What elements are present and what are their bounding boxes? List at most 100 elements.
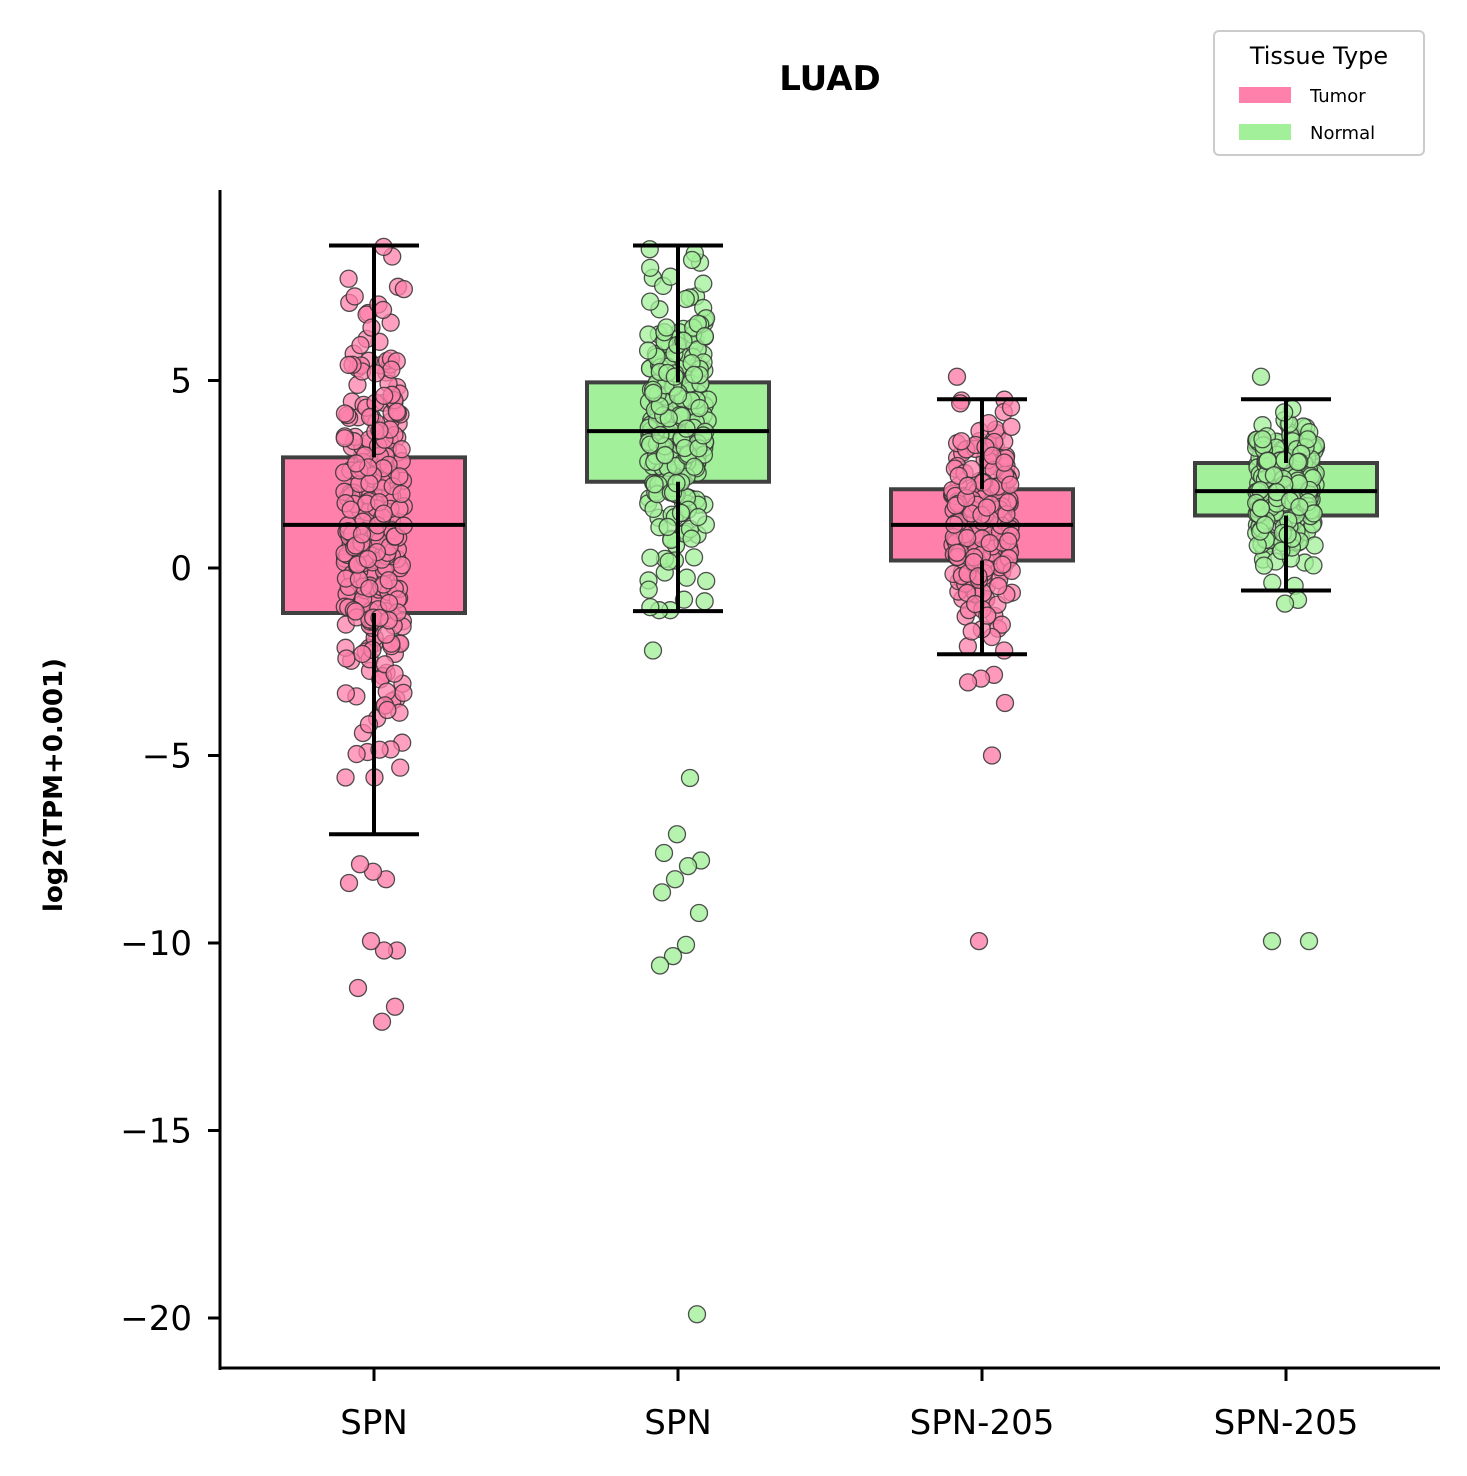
outlier-point — [995, 693, 1015, 713]
data-point — [385, 664, 404, 683]
points-2 — [942, 367, 1022, 951]
data-point — [1001, 398, 1021, 417]
points-3 — [1246, 367, 1326, 951]
data-point — [644, 383, 663, 403]
data-point — [1254, 556, 1274, 575]
data-point — [375, 386, 394, 406]
data-point — [668, 386, 688, 405]
outlier-point — [350, 855, 370, 874]
data-point — [659, 409, 678, 428]
data-point — [665, 367, 684, 386]
data-point — [353, 644, 372, 664]
data-point — [677, 568, 696, 587]
outlier-point — [667, 825, 687, 844]
y-axis-label: log2(TPM+0.001) — [39, 658, 69, 912]
data-point — [981, 478, 1000, 497]
data-point — [374, 504, 393, 523]
outlier-point — [654, 843, 674, 863]
data-point — [690, 398, 709, 418]
data-point — [995, 453, 1014, 472]
data-point — [392, 440, 411, 459]
data-point — [1255, 515, 1275, 535]
legend-label-normal: Normal — [1310, 123, 1375, 144]
outlier-point — [676, 935, 696, 955]
data-point — [640, 240, 659, 259]
legend-swatch-normal — [1239, 124, 1291, 140]
outlier-point — [372, 1012, 392, 1031]
y-tick-label: −10 — [120, 924, 192, 964]
outlier-point — [1251, 367, 1271, 386]
data-point — [362, 318, 381, 337]
data-point — [657, 318, 676, 337]
plot-area — [281, 237, 1379, 1324]
data-point — [641, 292, 660, 311]
outlier-point — [361, 931, 381, 951]
data-point — [688, 507, 708, 527]
legend: Tissue Type Tumor Normal — [1213, 30, 1425, 156]
data-point — [341, 500, 360, 519]
outlier-point — [687, 1305, 707, 1324]
data-point — [641, 258, 660, 277]
data-point — [336, 768, 355, 787]
outlier-point — [689, 903, 709, 923]
data-point — [392, 556, 412, 575]
x-tick-label: SPN — [644, 1403, 712, 1443]
data-point — [685, 457, 704, 476]
data-point — [390, 467, 409, 486]
y-tick-label: 5 — [170, 362, 192, 402]
data-point — [684, 548, 704, 567]
data-point — [379, 593, 399, 613]
data-point — [694, 274, 713, 293]
data-point — [391, 758, 410, 777]
outlier-point — [969, 931, 989, 951]
data-point — [360, 579, 379, 598]
data-point — [352, 525, 372, 544]
data-point — [339, 269, 358, 288]
data-point — [345, 287, 364, 306]
data-point — [337, 649, 356, 668]
data-point — [360, 474, 379, 493]
data-point — [655, 446, 675, 465]
y-tick-label: −5 — [142, 737, 192, 777]
data-point — [347, 454, 366, 473]
data-point — [1002, 417, 1021, 436]
x-axis-ticks: SPN SPN SPN-205 SPN-205 — [340, 1368, 1358, 1443]
data-point — [682, 529, 701, 548]
outlier-point — [650, 956, 670, 975]
data-point — [658, 517, 677, 537]
box-group-0 — [281, 237, 467, 1031]
legend-title: Tissue Type — [1249, 42, 1388, 70]
y-tick-label: 0 — [170, 549, 192, 589]
outlier-point — [1275, 594, 1295, 613]
y-tick-label: −20 — [120, 1299, 192, 1339]
data-point — [998, 532, 1018, 551]
data-point — [695, 592, 714, 611]
data-point — [379, 571, 398, 590]
data-point — [651, 425, 670, 445]
outlier-point — [982, 746, 1002, 765]
outlier-point — [665, 870, 685, 889]
chart-title: LUAD — [779, 59, 881, 99]
outlier-point — [1262, 931, 1282, 951]
data-point — [1304, 556, 1323, 575]
x-tick-label: SPN-205 — [1214, 1403, 1359, 1443]
legend-swatch-tumor — [1239, 87, 1291, 103]
data-point — [958, 528, 977, 548]
outlier-point — [663, 946, 683, 966]
outlier-point — [958, 673, 978, 692]
data-point — [995, 641, 1014, 660]
outlier-point — [680, 768, 700, 788]
points-0 — [334, 237, 414, 1031]
box-group-3 — [1193, 367, 1379, 951]
data-point — [358, 549, 378, 569]
data-point — [998, 493, 1018, 512]
data-point — [378, 700, 397, 720]
data-point — [958, 476, 977, 495]
outlier-point — [1299, 931, 1319, 951]
data-point — [659, 552, 678, 571]
data-point — [952, 432, 971, 451]
data-point — [394, 279, 414, 299]
data-point — [336, 684, 356, 703]
data-point — [390, 499, 409, 519]
